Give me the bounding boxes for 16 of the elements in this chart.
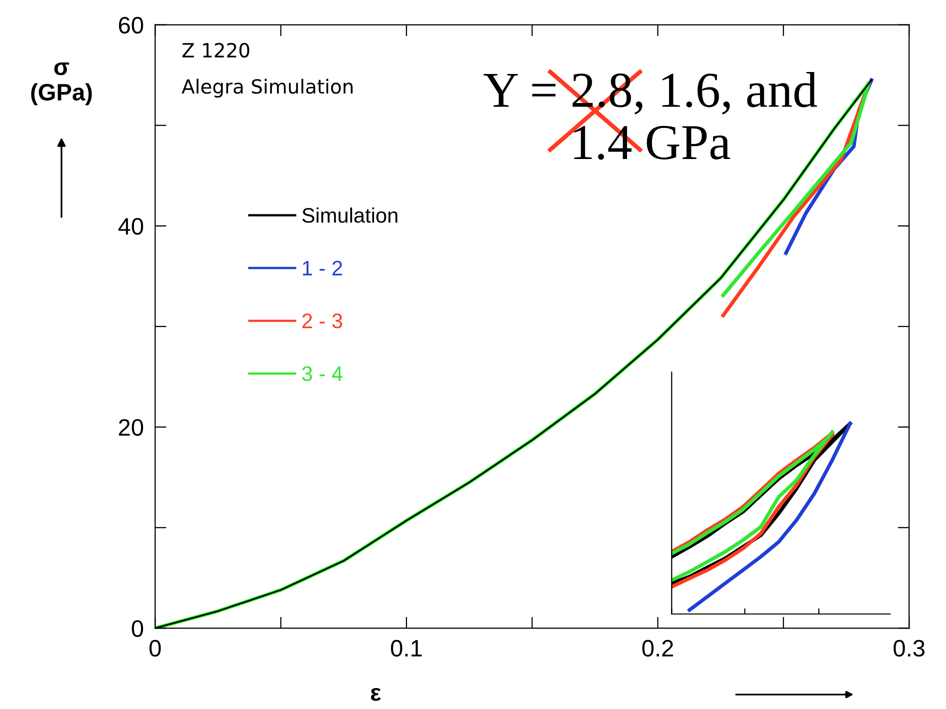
y-tick-label: 60 [118, 16, 144, 34]
x-tick-label: 0.3 [894, 640, 924, 657]
x-tick-label: 0.2 [642, 640, 674, 657]
legend-label: 2 - 3 [302, 314, 342, 328]
y-axis-title: σ (GPa) [31, 62, 92, 106]
x-axis-title: ε [370, 688, 381, 701]
legend-label: 1 - 2 [302, 260, 342, 276]
x-tick-label: 0.1 [390, 640, 422, 657]
y-tick-label: 20 [118, 419, 144, 436]
y-tick-label: 40 [118, 218, 144, 235]
legend-label: Simulation [302, 207, 398, 223]
annotation: Alegra Simulation [182, 78, 353, 98]
y-tick-label: 0 [132, 620, 144, 637]
annotation: Z 1220 [182, 42, 250, 58]
legend-label: 3 - 4 [302, 366, 342, 382]
x-tick-label: 0 [150, 640, 161, 657]
